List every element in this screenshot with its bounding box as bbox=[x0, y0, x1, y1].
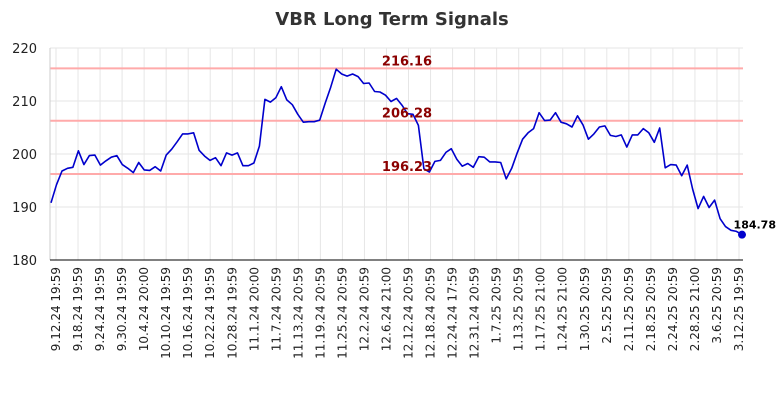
signal-line-label: 196.23 bbox=[382, 160, 432, 175]
y-tick-label: 200 bbox=[12, 148, 37, 163]
annotations: 216.16 206.28 196.23 184.78 bbox=[382, 54, 776, 231]
x-tick-label: 1.7.25 20:59 bbox=[490, 267, 504, 344]
x-tick-label: 12.2.24 20:59 bbox=[357, 267, 371, 351]
x-tick-label: 2.5.25 20:59 bbox=[600, 267, 614, 344]
x-tick-label: 9.24.24 19:59 bbox=[93, 267, 107, 351]
x-tick-label: 2.24.25 20:59 bbox=[666, 267, 680, 351]
y-tick-label: 220 bbox=[12, 42, 37, 57]
y-tick-label: 180 bbox=[12, 254, 37, 269]
x-tick-label: 11.1.24 20:00 bbox=[247, 267, 261, 351]
price-line bbox=[50, 68, 743, 236]
signal-line-label: 216.16 bbox=[382, 54, 432, 69]
x-tick-label: 2.28.25 21:00 bbox=[688, 267, 702, 351]
x-tick-label: 3.6.25 20:59 bbox=[710, 267, 724, 344]
x-tick-label: 10.4.24 20:00 bbox=[137, 267, 151, 351]
x-tick-label: 10.16.24 19:59 bbox=[181, 267, 195, 359]
x-tick-label: 12.31.24 20:59 bbox=[468, 267, 482, 359]
x-tick-label: 10.22.24 19:59 bbox=[203, 267, 217, 359]
x-tick-label: 1.17.25 21:00 bbox=[534, 267, 548, 351]
x-tick-label: 11.13.24 20:59 bbox=[291, 267, 305, 359]
signal-lines bbox=[50, 67, 743, 175]
x-tick-label: 12.18.24 20:59 bbox=[424, 267, 438, 359]
x-tick-label: 10.10.24 19:59 bbox=[159, 267, 173, 359]
x-tick-label: 9.18.24 19:59 bbox=[71, 267, 85, 351]
x-tick-label: 12.6.24 21:00 bbox=[379, 267, 393, 351]
axes: 180 190 200 210 220 9.12.24 19:59 9.18.24 19:5… bbox=[12, 42, 746, 359]
grid bbox=[50, 47, 743, 261]
x-tick-label: 11.19.24 20:59 bbox=[313, 267, 327, 359]
x-tick-label: 11.7.24 20:59 bbox=[269, 267, 283, 351]
x-tick-label: 9.30.24 19:59 bbox=[115, 267, 129, 351]
x-tick-label: 9.12.24 19:59 bbox=[49, 267, 63, 351]
series bbox=[50, 68, 746, 239]
y-tick-label: 210 bbox=[12, 95, 37, 110]
x-tick-label: 12.12.24 20:59 bbox=[402, 267, 416, 359]
x-tick-label: 10.28.24 19:59 bbox=[225, 267, 239, 359]
x-tick-label: 12.24.24 17:59 bbox=[446, 267, 460, 359]
y-tick-label: 190 bbox=[12, 201, 37, 216]
x-tick-label: 2.11.25 20:59 bbox=[622, 267, 636, 351]
x-tick-label: 2.18.25 20:59 bbox=[644, 267, 658, 351]
x-tick-label: 1.24.25 21:00 bbox=[556, 267, 570, 351]
x-tick-label: 1.13.25 20:59 bbox=[512, 267, 526, 351]
x-tick-label: 11.25.24 20:59 bbox=[335, 267, 349, 359]
last-point-marker bbox=[738, 230, 746, 239]
x-tick-label: 3.12.25 19:59 bbox=[732, 267, 746, 351]
x-tick-label: 1.30.25 20:59 bbox=[578, 267, 592, 351]
chart-title: VBR Long Term Signals bbox=[275, 9, 508, 30]
signal-line-label: 206.28 bbox=[382, 107, 432, 122]
last-point-label: 184.78 bbox=[734, 219, 776, 232]
